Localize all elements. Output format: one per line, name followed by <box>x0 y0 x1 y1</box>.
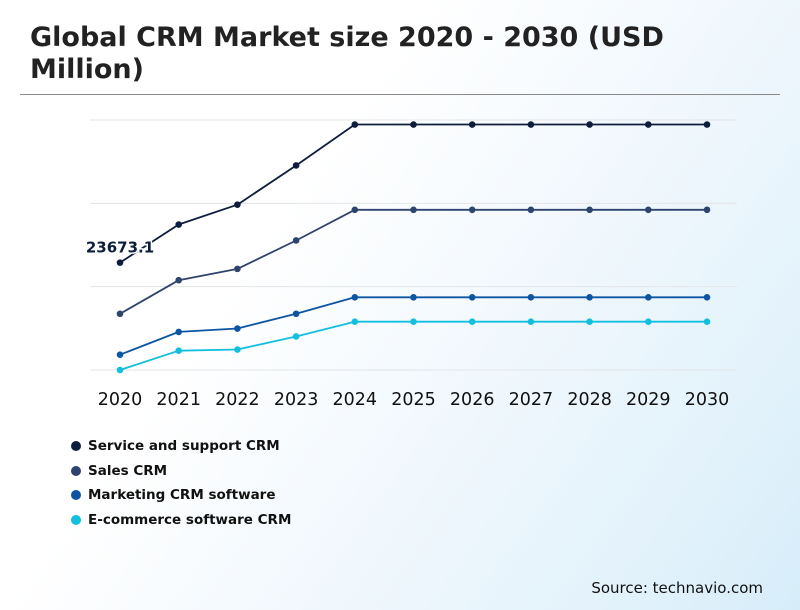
data-point <box>586 318 593 326</box>
data-point <box>292 333 300 340</box>
legend-item: Marketing CRM software <box>71 483 291 508</box>
data-point <box>234 346 241 353</box>
title-divider <box>20 94 780 95</box>
data-point <box>410 293 417 301</box>
x-tick-label: 2030 <box>685 390 730 410</box>
x-tick-label: 2028 <box>567 390 612 410</box>
data-point <box>527 318 535 326</box>
data-point <box>703 206 711 214</box>
data-point <box>116 259 124 266</box>
data-point <box>703 318 711 326</box>
data-point <box>234 325 241 332</box>
data-point <box>468 318 476 326</box>
series-line <box>119 296 707 356</box>
data-point <box>175 276 182 284</box>
data-point <box>351 293 359 301</box>
data-point <box>351 121 359 128</box>
data-point <box>175 328 182 336</box>
data-point <box>645 206 652 214</box>
gridlines <box>90 119 737 371</box>
data-point <box>527 206 535 214</box>
series-line <box>119 123 707 264</box>
x-tick-label: 2027 <box>509 390 554 410</box>
legend: Service and support CRM Sales CRM Marketin… <box>71 434 291 532</box>
data-point <box>234 201 241 208</box>
data-point <box>586 121 593 128</box>
data-point <box>586 206 593 214</box>
data-point <box>703 293 711 301</box>
data-label: 23673.1 <box>86 239 154 257</box>
data-point <box>116 310 124 318</box>
data-point <box>468 293 476 301</box>
data-point <box>234 265 241 273</box>
line-chart: 23673.1 2020 2021 2022 2023 2024 2025 2026 2027… <box>84 119 737 410</box>
x-tick-label: 2026 <box>450 390 495 410</box>
x-axis: 2020 2021 2022 2023 2024 2025 2026 2027 2028 2029… <box>98 390 730 410</box>
data-point <box>175 347 182 354</box>
legend-item: Sales CRM <box>71 459 291 484</box>
data-point <box>703 121 711 128</box>
data-point <box>292 310 300 318</box>
data-point <box>645 293 652 301</box>
x-tick-label: 2024 <box>333 390 378 410</box>
legend-label: Service and support CRM <box>88 438 280 455</box>
x-tick-label: 2020 <box>98 390 143 410</box>
x-tick-label: 2025 <box>391 390 436 410</box>
legend-marker <box>71 490 81 501</box>
x-tick-label: 2022 <box>215 390 260 410</box>
legend-marker <box>71 514 81 525</box>
data-point <box>586 293 593 301</box>
data-labels: 23673.1 <box>84 237 155 258</box>
data-point <box>351 318 359 326</box>
legend-label: Marketing CRM software <box>88 487 276 504</box>
data-point <box>527 121 535 128</box>
data-point <box>175 221 182 228</box>
chart-title: Global CRM Market size 2020 - 2030 (USD … <box>30 22 664 85</box>
data-point <box>410 206 417 214</box>
data-point <box>527 293 535 301</box>
data-point <box>410 121 417 128</box>
series-lines <box>116 121 711 374</box>
data-point <box>116 366 124 374</box>
data-point <box>645 121 652 128</box>
source-note: Source: technavio.com <box>591 579 763 597</box>
data-point <box>292 237 300 244</box>
series-line <box>119 320 707 371</box>
x-tick-label: 2023 <box>274 390 319 410</box>
legend-label: E-commerce software CRM <box>88 511 292 528</box>
data-point <box>410 318 417 326</box>
data-point <box>351 206 359 214</box>
legend-marker <box>71 465 81 476</box>
legend-label: Sales CRM <box>88 462 168 479</box>
x-tick-label: 2029 <box>626 390 671 410</box>
legend-marker <box>71 441 81 452</box>
legend-item: Service and support CRM <box>71 434 291 459</box>
data-point <box>645 318 652 326</box>
x-tick-label: 2021 <box>156 390 201 410</box>
data-point <box>468 121 476 128</box>
legend-item: E-commerce software CRM <box>71 508 291 533</box>
data-point <box>468 206 476 214</box>
data-point <box>292 162 300 169</box>
data-point <box>116 351 124 358</box>
